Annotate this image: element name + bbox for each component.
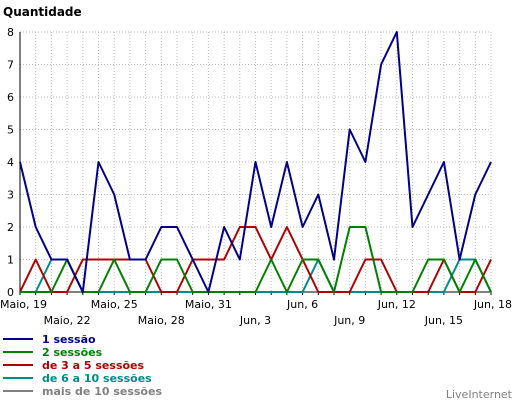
x-tick-label: Jun, 18	[473, 298, 512, 311]
legend-label: de 6 a 10 sessões	[42, 372, 152, 385]
y-tick-label: 1	[7, 254, 14, 267]
series-line-2	[20, 226, 492, 293]
y-tick-labels: 0 1 2 3 4 5 6 7 8	[7, 26, 14, 299]
x-tick-label: Maio, 25	[91, 298, 138, 311]
brand-label: LiveInternet	[446, 388, 513, 401]
x-tick-label: Jun, 15	[424, 314, 463, 327]
legend-label: de 3 a 5 sessões	[42, 359, 145, 372]
series-group	[19, 31, 492, 293]
x-tick-label: Maio, 22	[44, 314, 91, 327]
legend-label: mais de 10 sessões	[42, 385, 162, 398]
legend-label: 1 sessão	[42, 333, 96, 346]
y-tick-label: 0	[7, 286, 14, 299]
x-tick-label: Maio, 31	[185, 298, 232, 311]
x-tick-label: Maio, 28	[138, 314, 185, 327]
y-tick-label: 8	[7, 26, 14, 39]
x-tick-label: Jun, 3	[239, 314, 271, 327]
y-tick-label: 4	[7, 156, 14, 169]
y-tick-label: 2	[7, 221, 14, 234]
legend-label: 2 sessões	[42, 346, 103, 359]
y-tick-label: 6	[7, 91, 14, 104]
x-tick-label: Maio, 19	[0, 298, 47, 311]
x-tick-label: Jun, 6	[286, 298, 318, 311]
y-tick-label: 5	[7, 124, 14, 137]
y-axis-title: Quantidade	[3, 5, 82, 19]
x-tick-label: Jun, 12	[377, 298, 416, 311]
y-tick-label: 3	[7, 189, 14, 202]
x-tick-label: Jun, 9	[333, 314, 365, 327]
series-line-1	[19, 31, 492, 293]
y-tick-label: 7	[7, 59, 14, 72]
